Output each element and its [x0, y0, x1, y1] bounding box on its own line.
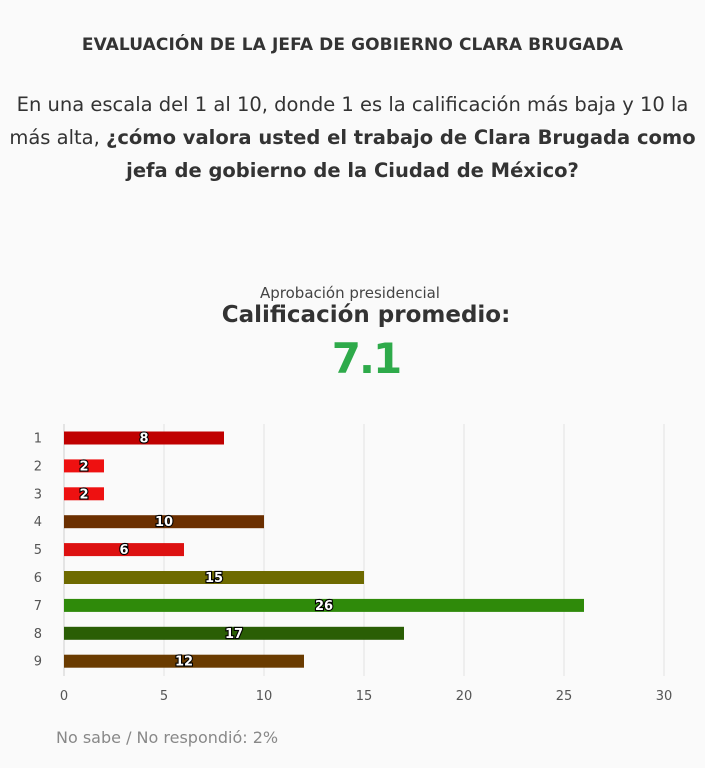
x-tick-label: 0 — [60, 689, 68, 704]
bar — [64, 543, 184, 557]
bar-value-label: 26 — [315, 599, 333, 614]
y-tick-label: 9 — [34, 655, 42, 670]
bar-value-label: 10 — [155, 515, 173, 530]
average-value: 7.1 — [331, 334, 402, 383]
y-tick-label: 1 — [34, 432, 42, 447]
survey-question: En una escala del 1 al 10, donde 1 es la… — [0, 88, 705, 187]
bar — [64, 515, 264, 529]
bar — [64, 487, 104, 501]
y-tick-label: 3 — [34, 487, 42, 502]
footnote: No sabe / No respondió: 2% — [56, 728, 279, 747]
bar-value-label: 6 — [119, 543, 128, 558]
bar — [64, 626, 404, 640]
bar — [64, 598, 584, 612]
bar-value-label: 2 — [79, 487, 88, 502]
question-text: En una escala del 1 al 10, donde 1 es la… — [9, 93, 689, 149]
y-tick-label: 4 — [34, 515, 42, 530]
bar-value-label: 2 — [79, 459, 88, 474]
y-tick-label: 7 — [34, 599, 42, 614]
x-tick-label: 30 — [656, 689, 673, 704]
x-tick-label: 10 — [256, 689, 273, 704]
bar-value-label: 15 — [205, 571, 223, 586]
approval-label: Aprobación presidencial — [260, 284, 440, 302]
bar — [64, 571, 364, 584]
average-label: Calificación promedio: — [221, 302, 511, 328]
y-tick-label: 5 — [34, 543, 42, 558]
y-tick-label: 6 — [34, 571, 42, 586]
bar — [64, 654, 304, 668]
chart-title: EVALUACIÓN DE LA JEFA DE GOBIERNO CLARA … — [81, 35, 624, 55]
bar — [64, 431, 224, 445]
x-tick-label: 20 — [456, 689, 473, 704]
question-emphasis: ¿cómo valora usted el trabajo de Clara B… — [106, 126, 696, 182]
x-tick-label: 25 — [556, 689, 573, 704]
x-tick-label: 15 — [356, 689, 373, 704]
bar-value-label: 12 — [175, 655, 193, 670]
bar-value-label: 17 — [225, 627, 243, 642]
y-tick-label: 2 — [34, 459, 42, 474]
y-tick-label: 8 — [34, 627, 42, 642]
x-tick-label: 5 — [160, 689, 168, 704]
bar — [64, 459, 104, 473]
bar-value-label: 8 — [139, 432, 148, 447]
